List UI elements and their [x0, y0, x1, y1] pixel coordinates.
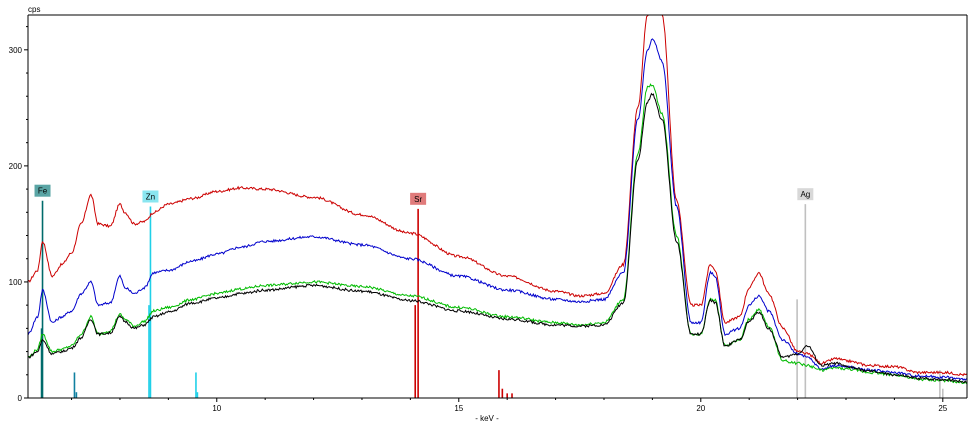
x-tick-label: 20: [696, 404, 705, 413]
element-label-box[interactable]: [410, 192, 427, 205]
element-label: Sr: [414, 195, 422, 204]
x-tick-label: 25: [938, 404, 947, 413]
y-tick-label: 200: [9, 162, 23, 171]
element-label-box[interactable]: [797, 188, 814, 201]
element-label: Zn: [146, 193, 155, 202]
element-label: Fe: [38, 187, 48, 196]
y-tick-label: 0: [18, 394, 23, 403]
spectrum-line: [27, 83, 968, 385]
element-markers: Fe Zn Sr Ag: [34, 184, 814, 205]
spectrum-line: [27, 38, 968, 381]
marker-lines: [40, 200, 944, 398]
y-tick-label: 300: [9, 46, 23, 55]
element-label-box[interactable]: [34, 184, 51, 197]
y-tick-label: 100: [9, 278, 23, 287]
spectrum-line: [27, 92, 968, 384]
spectrum-line: [27, 14, 968, 377]
x-axis-label: - keV -: [475, 414, 499, 423]
y-axis-label: cps: [28, 5, 40, 14]
element-label-box[interactable]: [142, 190, 159, 203]
element-label: Ag: [800, 190, 810, 199]
x-tick-label: 10: [212, 404, 221, 413]
axes: 0 100 200 300 10 15 20 25: [9, 14, 968, 413]
x-tick-label: 15: [454, 404, 463, 413]
series-layer: [27, 14, 968, 385]
